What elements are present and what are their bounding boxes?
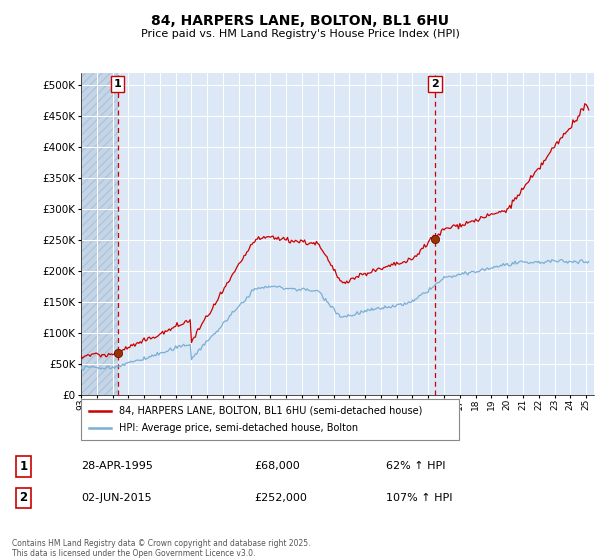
Text: Contains HM Land Registry data © Crown copyright and database right 2025.
This d: Contains HM Land Registry data © Crown c… — [12, 539, 311, 558]
Text: 84, HARPERS LANE, BOLTON, BL1 6HU (semi-detached house): 84, HARPERS LANE, BOLTON, BL1 6HU (semi-… — [119, 405, 422, 416]
Text: HPI: Average price, semi-detached house, Bolton: HPI: Average price, semi-detached house,… — [119, 423, 358, 433]
Text: 107% ↑ HPI: 107% ↑ HPI — [386, 493, 453, 503]
Text: 84, HARPERS LANE, BOLTON, BL1 6HU: 84, HARPERS LANE, BOLTON, BL1 6HU — [151, 14, 449, 28]
Text: 28-APR-1995: 28-APR-1995 — [81, 461, 153, 472]
Text: £68,000: £68,000 — [254, 461, 299, 472]
Text: 1: 1 — [19, 460, 28, 473]
Text: 1: 1 — [114, 80, 121, 89]
FancyBboxPatch shape — [81, 399, 459, 440]
Text: 62% ↑ HPI: 62% ↑ HPI — [386, 461, 446, 472]
Text: 2: 2 — [431, 80, 439, 89]
Text: 02-JUN-2015: 02-JUN-2015 — [81, 493, 152, 503]
Text: £252,000: £252,000 — [254, 493, 307, 503]
Text: Price paid vs. HM Land Registry's House Price Index (HPI): Price paid vs. HM Land Registry's House … — [140, 29, 460, 39]
Text: 2: 2 — [19, 491, 28, 505]
